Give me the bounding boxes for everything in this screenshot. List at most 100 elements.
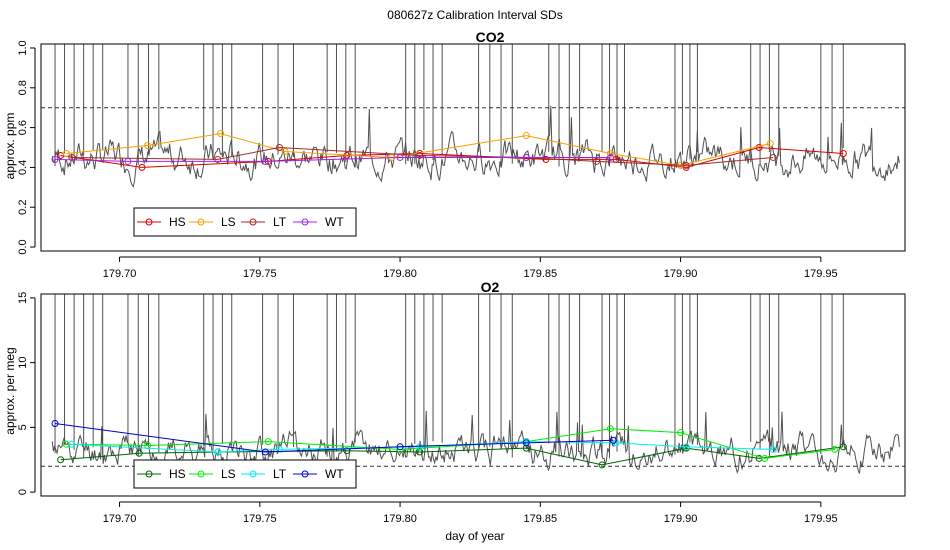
- co2-x-tick-label: 179.70: [103, 268, 137, 280]
- o2-plot-frame: [40, 293, 906, 497]
- o2-legend-ls-label: LS: [221, 467, 236, 481]
- o2-x-tick-label: 179.85: [523, 513, 557, 525]
- co2-y-tick-label: 0.6: [17, 120, 29, 135]
- o2-series-lt-point: [682, 443, 690, 451]
- o2-series-hs-point: [135, 449, 143, 457]
- o2-series-ls-point: [761, 454, 769, 462]
- co2-x-tick-label: 179.85: [523, 268, 557, 280]
- o2-panel-title: O2: [481, 279, 500, 295]
- co2-plot-frame: [40, 43, 906, 252]
- co2-legend-lt-marker: [249, 218, 257, 226]
- o2-x-tick-label: 179.95: [804, 513, 838, 525]
- co2-series-ls-point: [144, 142, 152, 150]
- co2-legend-wt-marker: [301, 218, 309, 226]
- co2-x-tick-label: 179.75: [243, 268, 277, 280]
- co2-series-lt-point: [68, 153, 76, 161]
- o2-x-tick-label: 179.70: [103, 513, 137, 525]
- o2-y-tick-label: 10: [17, 357, 29, 369]
- o2-y-tick-label: 15: [17, 292, 29, 304]
- co2-panel: CO2 approx. ppm 179.70 179.75 179.80 179.85…: [3, 29, 906, 280]
- o2-series-hs-point: [57, 456, 65, 464]
- co2-series-ls-point: [766, 140, 774, 148]
- o2-y-tick-label: 0: [17, 489, 29, 495]
- co2-series-wt-point: [124, 157, 132, 165]
- o2-series-ls-point: [831, 445, 839, 453]
- co2-y-tick-label: 0.8: [17, 80, 29, 95]
- co2-series-lt-line: [71, 146, 774, 166]
- o2-series-hs-point: [416, 448, 424, 456]
- co2-legend-ls-label: LS: [221, 215, 236, 229]
- o2-series-wt-point: [51, 419, 59, 427]
- co2-legend-ls-marker: [197, 218, 205, 226]
- o2-series-hs-line: [60, 446, 844, 466]
- co2-legend-box: [133, 207, 357, 237]
- o2-legend-lt-marker: [249, 470, 257, 478]
- co2-series-wt-line: [54, 157, 611, 162]
- co2-legend-hs-marker: [145, 218, 153, 226]
- co2-y-tick-label: 0.4: [17, 160, 29, 175]
- co2-series-ls-point: [522, 132, 530, 140]
- o2-legend-wt-marker: [301, 470, 309, 478]
- co2-series-hs-point: [542, 155, 550, 163]
- co2-series-lt-point: [769, 153, 777, 161]
- co2-x-tick-label: 179.80: [383, 268, 417, 280]
- x-axis-label: day of year: [445, 529, 504, 543]
- o2-series-lt-point: [275, 445, 283, 453]
- co2-series-ls-point: [606, 149, 614, 157]
- o2-series-wt-point: [609, 436, 617, 444]
- co2-legend-lt-label: LT: [273, 215, 287, 229]
- o2-legend-ls-marker: [197, 470, 205, 478]
- co2-legend: HS LS LT WT: [133, 207, 357, 237]
- o2-series-wt-line: [54, 423, 614, 453]
- o2-series-lt-point: [68, 440, 76, 448]
- co2-legend-hs-label: HS: [169, 215, 186, 229]
- o2-series-layer: [51, 419, 847, 469]
- o2-legend-lt-label: LT: [273, 467, 287, 481]
- o2-y-tick-label: 5: [17, 424, 29, 430]
- o2-legend-hs-marker: [145, 470, 153, 478]
- o2-x-tick-label: 179.90: [664, 513, 698, 525]
- o2-series-wt-point: [396, 443, 404, 451]
- co2-series-lt-point: [214, 155, 222, 163]
- co2-series-lt-point: [682, 161, 690, 169]
- o2-series-hs-point: [839, 443, 847, 451]
- co2-series-wt-point: [51, 155, 59, 163]
- co2-x-tick-label: 179.95: [804, 268, 838, 280]
- co2-series-hs-point: [839, 149, 847, 157]
- o2-series-lt-point: [416, 443, 424, 451]
- co2-series-lt-point: [416, 151, 424, 159]
- o2-legend-hs-label: HS: [169, 467, 186, 481]
- co2-panel-title: CO2: [476, 29, 505, 45]
- co2-series-wt-point: [261, 157, 269, 165]
- co2-x-tick-label: 179.90: [664, 268, 698, 280]
- co2-y-axis-label: approx. ppm: [3, 113, 17, 180]
- co2-series-lt-point: [592, 157, 600, 165]
- o2-series-ls-point: [677, 429, 685, 437]
- o2-x-tick-label: 179.75: [243, 513, 277, 525]
- co2-series-lt-point: [275, 144, 283, 151]
- co2-legend-wt-label: WT: [325, 215, 344, 229]
- co2-trace-layer: [51, 44, 900, 188]
- o2-series-lt-point: [214, 448, 222, 456]
- o2-series-ls-point: [606, 425, 614, 433]
- co2-series-wt-point: [522, 153, 530, 161]
- co2-series-ls-point: [62, 149, 70, 157]
- o2-series-ls-point: [264, 438, 272, 446]
- o2-legend-wt-label: WT: [325, 467, 344, 481]
- co2-series-ls-point: [281, 147, 289, 155]
- o2-x-tick-label: 179.80: [383, 513, 417, 525]
- co2-series-wt-point: [606, 153, 614, 161]
- co2-y-tick-label: 0.2: [17, 200, 29, 215]
- co2-y-tick-label: 0.0: [17, 239, 29, 254]
- co2-series-ls-point: [217, 130, 225, 138]
- o2-y-axis-label: approx. per meg: [3, 347, 17, 434]
- co2-y-tick-label: 1.0: [17, 40, 29, 55]
- o2-panel: O2 approx. per meg 179.70 179.75 179.80 179…: [3, 279, 906, 525]
- o2-legend: HS LS LT WT: [133, 459, 357, 489]
- co2-series-hs-point: [138, 163, 146, 171]
- figure-title: 080627z Calibration Interval SDs: [387, 8, 562, 22]
- o2-series-lt-point: [769, 445, 777, 453]
- co2-series-wt-point: [396, 153, 404, 161]
- o2-series-wt-point: [261, 448, 269, 456]
